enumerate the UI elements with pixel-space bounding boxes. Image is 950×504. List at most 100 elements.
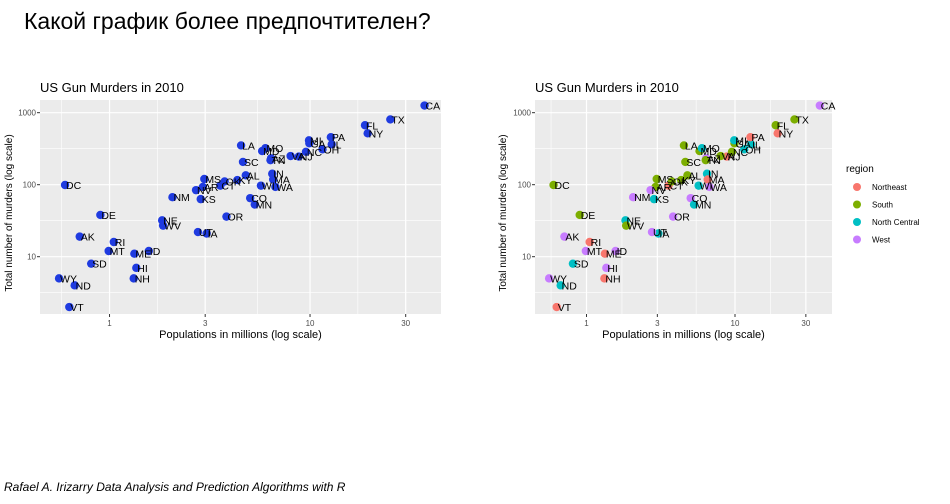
data-point	[54, 274, 64, 283]
data-point	[773, 129, 782, 138]
data-point	[556, 281, 565, 290]
data-point	[271, 182, 280, 192]
x-axis-label: Populations in millions (log scale)	[602, 329, 765, 341]
y-tick-label: 100	[518, 181, 532, 190]
state-label: NJ	[728, 152, 741, 164]
data-point	[220, 177, 229, 186]
state-label: IA	[659, 228, 669, 240]
data-point	[245, 193, 255, 203]
state-label: TN	[707, 155, 721, 167]
data-point	[198, 182, 208, 192]
state-label: AZ	[707, 153, 721, 165]
state-label: CA	[426, 101, 441, 113]
state-label: GA	[735, 138, 750, 150]
data-point	[701, 155, 710, 165]
state-label: DE	[101, 210, 116, 222]
data-point	[130, 249, 139, 258]
data-point	[318, 145, 327, 154]
state-label: NY	[779, 128, 794, 140]
y-tick-label: 100	[23, 181, 37, 190]
data-point	[611, 246, 620, 256]
data-point	[327, 140, 336, 149]
state-label: KS	[202, 194, 216, 206]
state-label: MO	[266, 143, 283, 155]
state-label: OR	[674, 212, 690, 224]
data-point	[268, 175, 278, 184]
state-label: OH	[745, 144, 761, 156]
state-label: IA	[208, 228, 218, 240]
state-label: IL	[333, 139, 342, 151]
data-point	[689, 200, 699, 209]
state-label: MI	[735, 135, 747, 147]
legend-entry: South	[872, 201, 893, 210]
slide-title: Какой график более предпочтителен?	[24, 8, 431, 34]
state-label: WY	[550, 273, 567, 285]
data-point	[676, 175, 686, 185]
data-point	[109, 237, 118, 247]
data-point	[75, 232, 84, 241]
state-label: ID	[150, 246, 161, 258]
state-label: NE	[626, 215, 641, 227]
state-label: TX	[795, 114, 808, 126]
data-point	[168, 193, 177, 202]
state-label: CT	[670, 181, 685, 193]
state-label: WA	[710, 182, 727, 194]
state-label: DE	[581, 210, 596, 222]
data-point	[544, 274, 554, 283]
state-label: IL	[752, 139, 761, 151]
state-label: OR	[227, 212, 243, 224]
state-label: GA	[310, 138, 325, 150]
data-point	[668, 212, 678, 221]
state-label: FL	[366, 120, 378, 132]
legend-swatch	[853, 183, 861, 191]
data-point	[679, 141, 689, 150]
data-point	[585, 237, 594, 247]
state-label: SC	[686, 157, 701, 169]
data-point	[790, 115, 799, 124]
state-label: MT	[110, 246, 126, 258]
state-label: WV	[627, 221, 644, 233]
data-point	[158, 221, 168, 230]
state-label: MA	[274, 175, 290, 187]
state-label: WA	[276, 182, 293, 194]
state-label: WY	[60, 273, 77, 285]
data-point	[646, 185, 655, 195]
data-point	[233, 175, 242, 185]
data-point	[771, 121, 780, 130]
legend-title: region	[846, 164, 874, 175]
x-axis-label: Populations in millions (log scale)	[159, 329, 322, 341]
state-label: CA	[821, 101, 836, 113]
state-label: LA	[242, 140, 255, 152]
state-label: WV	[164, 221, 181, 233]
data-point	[70, 281, 79, 290]
state-label: TX	[391, 114, 404, 126]
data-point	[236, 141, 246, 150]
state-label: AK	[81, 232, 95, 244]
state-label: AR	[204, 182, 219, 194]
y-axis-label: Total number of murders (log scale)	[498, 134, 509, 291]
data-point	[129, 274, 138, 283]
state-label: VT	[70, 302, 84, 314]
data-point	[238, 157, 248, 167]
data-point	[581, 246, 591, 256]
data-point	[697, 144, 707, 153]
legend: region Northeast South North Central West	[846, 164, 920, 245]
state-label: NE	[163, 215, 178, 227]
chart-title: US Gun Murders in 2010	[40, 80, 184, 95]
x-tick-label: 30	[801, 319, 810, 328]
data-point	[132, 263, 141, 273]
state-label: WI	[700, 181, 713, 193]
y-axis-label: Total number of murders (log scale)	[4, 134, 15, 291]
state-label: IN	[708, 169, 719, 181]
data-point	[815, 101, 825, 110]
citation-footer: Rafael A. Irizarry Data Analysis and Pre…	[4, 480, 346, 494]
state-label: ME	[135, 249, 151, 261]
data-point	[647, 227, 657, 237]
data-point	[730, 136, 739, 145]
data-point	[694, 181, 703, 190]
state-label: KY	[682, 175, 696, 187]
state-label: MN	[256, 200, 272, 212]
state-label: MO	[703, 143, 720, 155]
data-point	[560, 232, 569, 241]
